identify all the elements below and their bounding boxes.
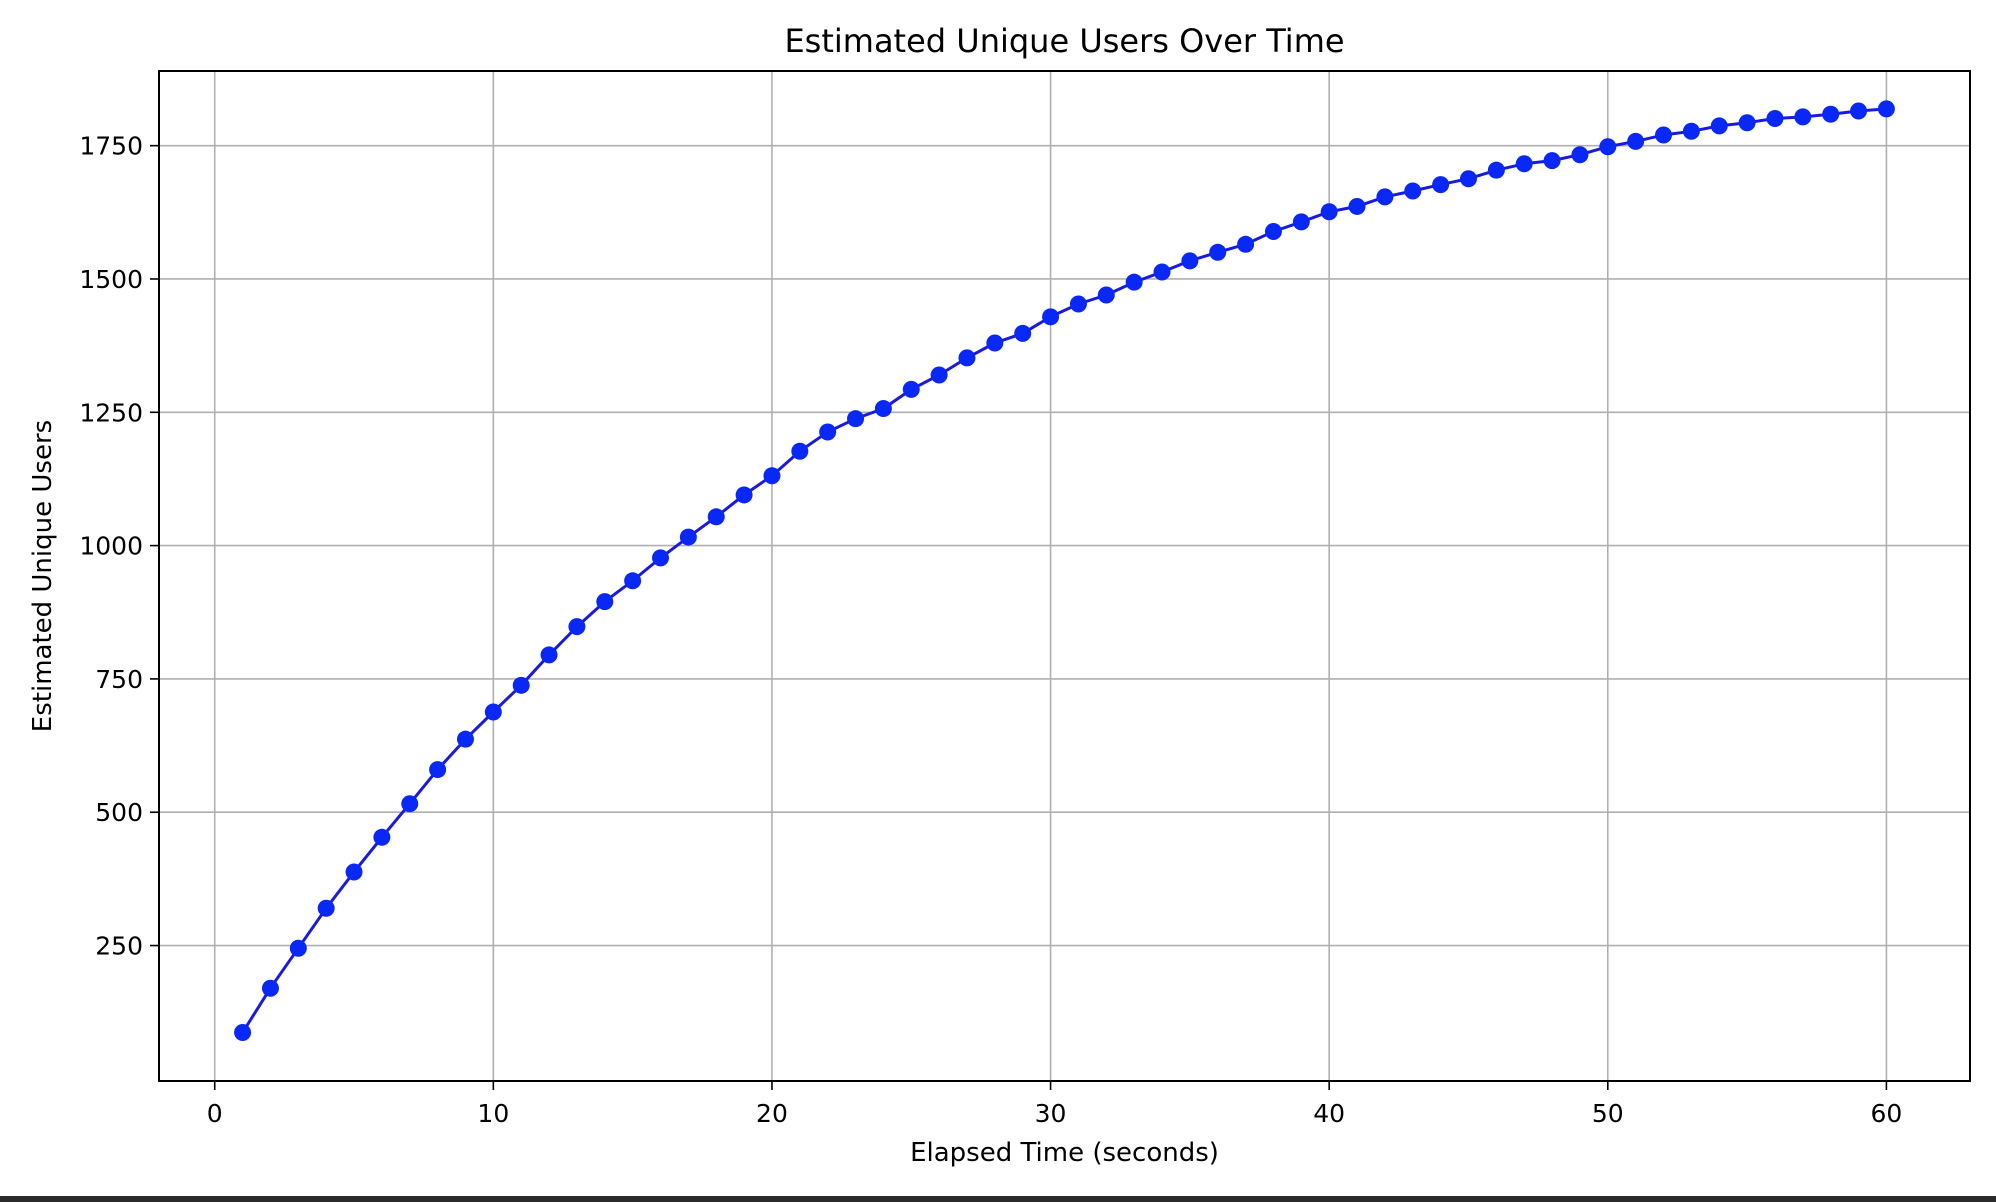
y-tick-label: 1500 (79, 265, 143, 294)
data-point (1682, 122, 1700, 140)
data-point (735, 486, 753, 504)
data-point (1292, 213, 1310, 231)
data-point (679, 528, 697, 546)
series-layer (234, 100, 1895, 1041)
data-point (1710, 117, 1728, 135)
data-point (1320, 203, 1338, 221)
data-point (234, 1023, 252, 1041)
x-tick-label: 0 (207, 1099, 223, 1128)
data-point (484, 703, 502, 721)
data-point (1376, 188, 1394, 206)
data-point (1627, 132, 1645, 150)
window-bottom-edge (0, 1196, 1996, 1202)
data-point (847, 410, 865, 428)
data-point (930, 366, 948, 384)
data-point (1766, 109, 1784, 127)
data-point (1237, 235, 1255, 253)
data-point (791, 442, 809, 460)
x-tick-label: 20 (756, 1099, 788, 1128)
data-point (596, 593, 614, 611)
y-axis-label: Estimated Unique Users (28, 420, 58, 732)
data-point (902, 380, 920, 398)
data-point (1181, 252, 1199, 270)
grid-lines (159, 71, 1970, 1081)
data-point (568, 618, 586, 636)
data-point (763, 467, 781, 485)
data-point (1069, 295, 1087, 313)
data-point (1850, 102, 1868, 120)
data-point (1515, 155, 1533, 173)
data-point (1877, 100, 1895, 118)
data-point (1487, 161, 1505, 179)
data-point (1599, 138, 1617, 156)
data-point (1432, 176, 1450, 194)
data-point (1153, 263, 1171, 281)
data-point (1404, 182, 1422, 200)
data-point (1209, 243, 1227, 261)
chart-title: Estimated Unique Users Over Time (784, 22, 1344, 60)
data-point (874, 400, 892, 418)
data-point (624, 572, 642, 590)
data-point (1571, 146, 1589, 164)
data-point (1014, 324, 1032, 342)
data-point (1348, 197, 1366, 215)
data-point (1264, 223, 1282, 241)
x-axis-label: Elapsed Time (seconds) (910, 1138, 1219, 1168)
data-point (429, 761, 447, 779)
data-point (401, 795, 419, 813)
x-tick-label: 10 (477, 1099, 509, 1128)
data-point (1459, 170, 1477, 188)
data-point (1794, 108, 1812, 126)
x-tick-label: 50 (1592, 1099, 1624, 1128)
data-point (1125, 273, 1143, 291)
data-point (317, 899, 335, 917)
data-point (1042, 308, 1060, 326)
data-point (289, 939, 307, 957)
x-tick-label: 40 (1313, 1099, 1345, 1128)
y-tick-label: 250 (95, 932, 143, 961)
data-point (373, 828, 391, 846)
data-point (1738, 114, 1756, 132)
axis-ticks: 0 10 20 30 40 50 60 250 500 750 1000 1250 1500 1750 (79, 132, 1902, 1128)
y-tick-label: 1750 (79, 132, 143, 161)
data-point (1097, 286, 1115, 304)
data-point (261, 979, 279, 997)
series-line (241, 107, 1887, 1034)
data-point (1543, 152, 1561, 170)
data-point (512, 676, 530, 694)
y-tick-label: 1250 (79, 398, 143, 427)
plot-frame (158, 70, 1971, 1082)
x-tick-label: 60 (1871, 1099, 1903, 1128)
data-point (540, 646, 558, 664)
data-point (652, 549, 670, 567)
data-point (819, 423, 837, 441)
data-point (456, 730, 474, 748)
y-tick-label: 500 (95, 798, 143, 827)
data-point (345, 863, 363, 881)
data-point (707, 508, 725, 526)
y-tick-label: 750 (95, 665, 143, 694)
data-point (958, 349, 976, 367)
data-point (1822, 105, 1840, 123)
x-tick-label: 30 (1035, 1099, 1067, 1128)
data-point (1655, 126, 1673, 144)
data-point (986, 334, 1004, 352)
y-tick-label: 1000 (79, 532, 143, 561)
